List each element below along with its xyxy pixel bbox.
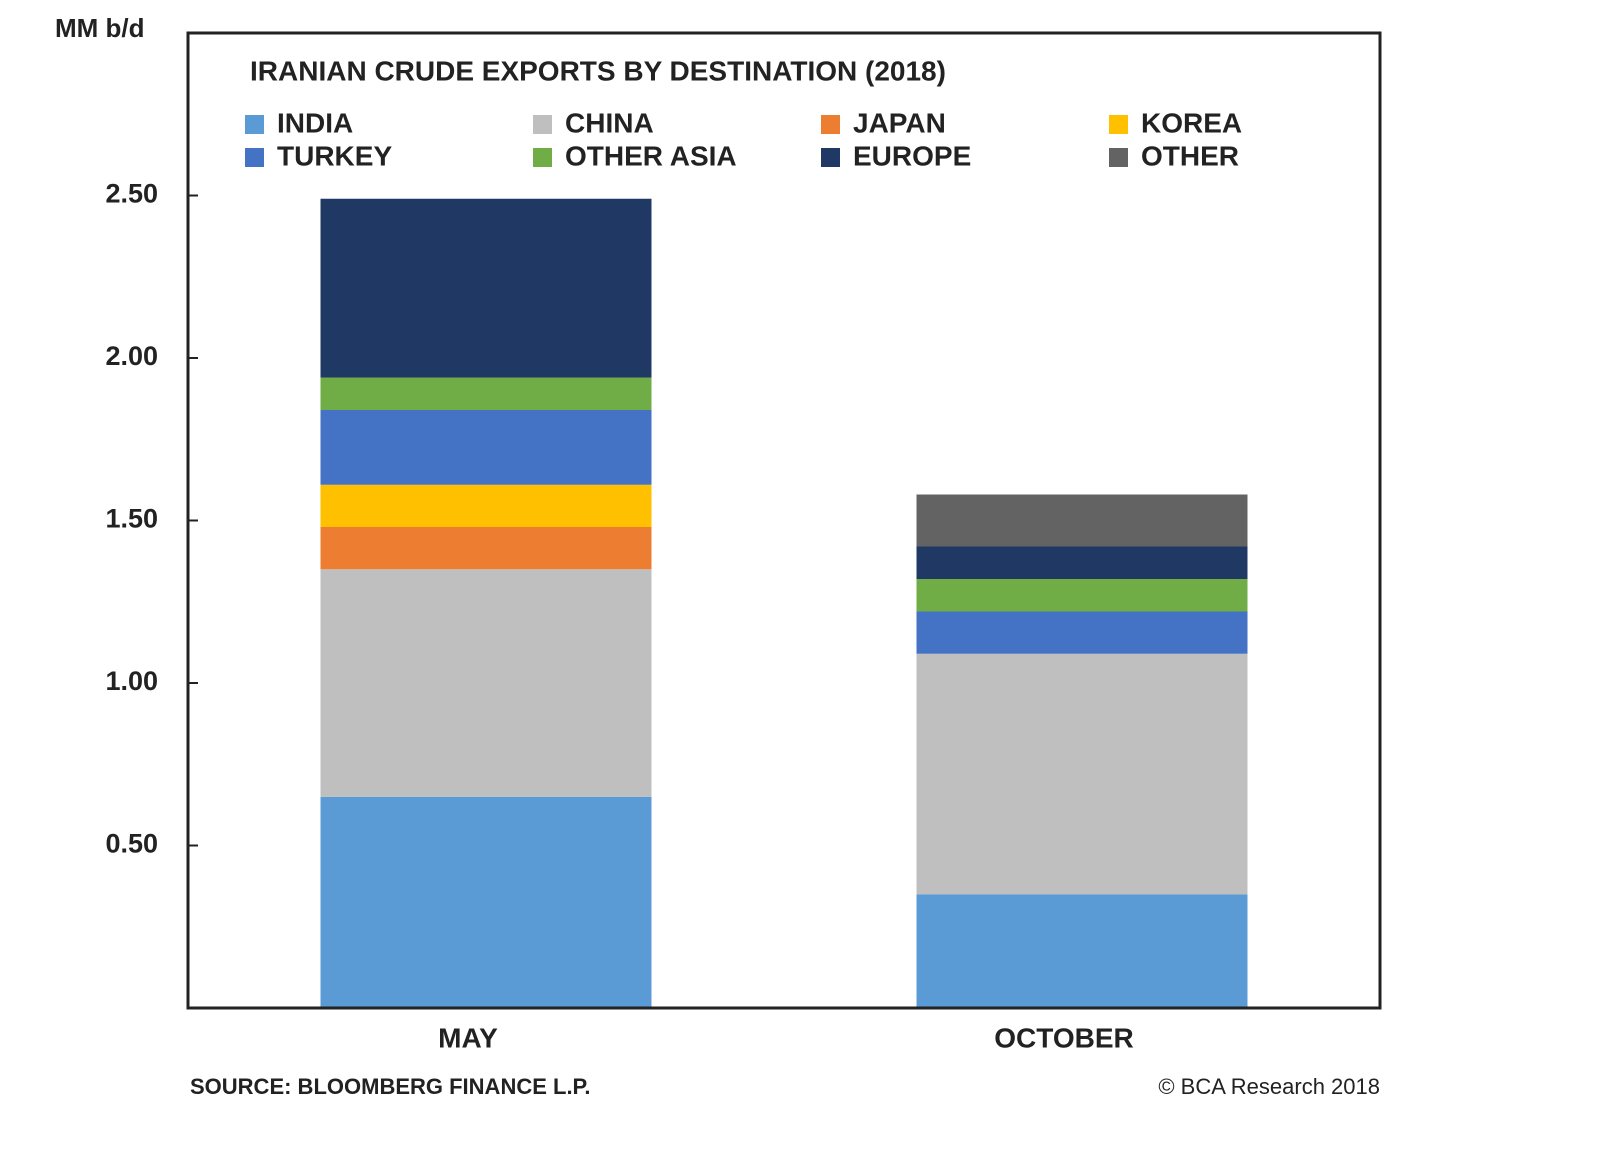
legend-swatch [533,148,552,167]
legend-swatch [245,148,264,167]
source: SOURCE: BLOOMBERG FINANCE L.P. [190,1074,591,1099]
x-tick-label: MAY [438,1022,498,1053]
legend-swatch [1109,115,1128,134]
y-axis-label: MM b/d [55,13,145,43]
legend-label: OTHER ASIA [565,140,737,171]
y-tick-label: 1.00 [105,666,158,696]
bar-segment [916,546,1248,579]
legend-label: EUROPE [853,140,971,171]
bar-segment [320,569,652,797]
y-tick-label: 1.50 [105,504,158,534]
bar-segment [916,653,1248,895]
bar-segment [320,198,652,378]
y-tick-label: 0.50 [105,829,158,859]
legend-label: KOREA [1141,107,1242,138]
credit: © BCA Research 2018 [1158,1074,1380,1099]
plot-frame [186,31,1382,1010]
bar-segment [916,579,1248,612]
bar-segment [320,484,652,527]
chart-title: IRANIAN CRUDE EXPORTS BY DESTINATION (20… [250,55,946,86]
bar-segment [320,377,652,410]
x-tick-label: OCTOBER [994,1022,1134,1053]
legend-label: OTHER [1141,140,1239,171]
legend-swatch [1109,148,1128,167]
bar-segment [320,796,652,1008]
legend-label: CHINA [565,107,654,138]
legend-label: TURKEY [277,140,392,171]
legend-swatch [533,115,552,134]
legend-label: JAPAN [853,107,946,138]
bar-segment [916,611,1248,654]
bar-segment [916,894,1248,1008]
y-tick-label: 2.50 [105,179,158,209]
bar-segment [320,527,652,570]
legend-label: INDIA [277,107,353,138]
legend-swatch [245,115,264,134]
legend-swatch [821,148,840,167]
bar-segment [916,494,1248,547]
legend-swatch [821,115,840,134]
bar-segment [320,410,652,485]
y-tick-label: 2.00 [105,341,158,371]
